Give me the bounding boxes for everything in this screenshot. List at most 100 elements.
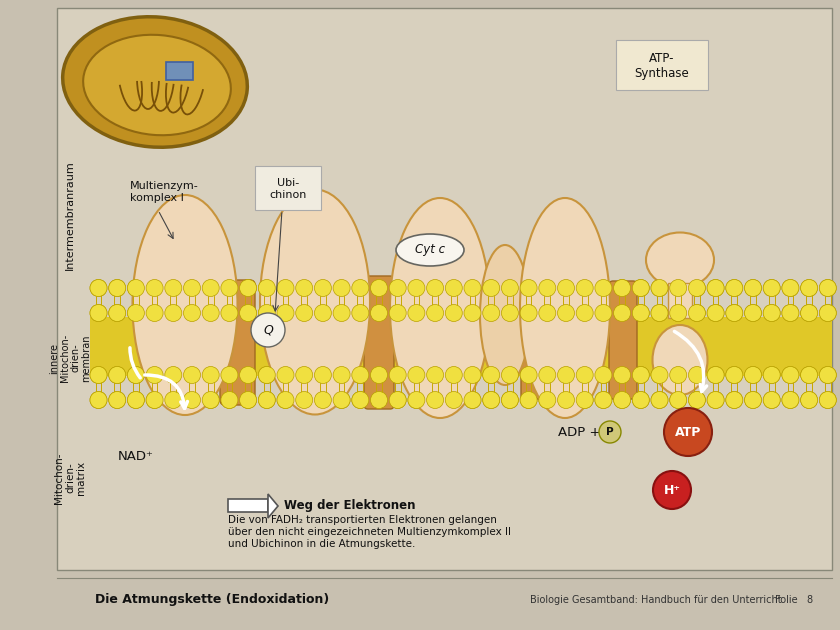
Circle shape [352,367,369,384]
Circle shape [146,367,163,384]
Circle shape [389,304,407,321]
Circle shape [296,367,312,384]
Text: Die von FADH₂ transportierten Elektronen gelangen: Die von FADH₂ transportierten Elektronen… [228,515,497,525]
Circle shape [726,280,743,297]
Circle shape [352,304,369,321]
Circle shape [576,391,593,408]
Circle shape [669,304,687,321]
Circle shape [689,391,706,408]
Circle shape [669,367,687,384]
Circle shape [538,280,556,297]
Circle shape [576,280,593,297]
Circle shape [90,391,107,408]
Circle shape [520,304,537,321]
Circle shape [445,367,462,384]
Circle shape [296,304,312,321]
Circle shape [819,280,837,297]
FancyBboxPatch shape [609,281,637,399]
Circle shape [651,391,668,408]
Circle shape [669,280,687,297]
Circle shape [389,391,407,408]
Circle shape [445,304,462,321]
Circle shape [669,391,687,408]
Circle shape [352,304,369,321]
Circle shape [296,391,312,408]
Circle shape [782,304,799,321]
Circle shape [128,304,144,321]
Circle shape [333,304,350,321]
Circle shape [576,304,593,321]
Circle shape [520,391,537,408]
Circle shape [108,367,126,384]
Circle shape [633,280,649,297]
Circle shape [651,304,668,321]
Text: Q: Q [263,323,273,336]
Circle shape [183,367,201,384]
Text: Die Atmungskette (Endoxidation): Die Atmungskette (Endoxidation) [95,593,329,607]
Circle shape [296,280,312,297]
Circle shape [239,280,256,297]
Circle shape [90,391,107,408]
Circle shape [389,367,407,384]
Circle shape [165,280,181,297]
Circle shape [296,391,312,408]
Circle shape [202,304,219,321]
Text: Folie   8: Folie 8 [775,595,813,605]
Circle shape [664,408,712,456]
Circle shape [764,280,780,297]
Circle shape [314,367,332,384]
Circle shape [165,367,181,384]
Circle shape [221,367,238,384]
Circle shape [520,280,537,297]
Circle shape [296,304,312,321]
Circle shape [464,391,481,408]
Circle shape [333,367,350,384]
Circle shape [90,280,107,297]
Circle shape [108,304,126,321]
Circle shape [538,280,556,297]
Circle shape [108,391,126,408]
Circle shape [146,391,163,408]
FancyArrowPatch shape [130,348,140,378]
Circle shape [202,367,219,384]
Circle shape [819,304,837,321]
Circle shape [90,304,107,321]
Circle shape [389,304,407,321]
Circle shape [90,367,107,384]
Circle shape [221,391,238,408]
Circle shape [183,367,201,384]
Circle shape [707,367,724,384]
FancyBboxPatch shape [616,40,708,90]
Circle shape [464,391,481,408]
Text: innere
Mitochon-
drien-
membran: innere Mitochon- drien- membran [49,334,92,382]
Circle shape [689,280,706,297]
Circle shape [689,367,706,384]
Circle shape [464,280,481,297]
Circle shape [613,304,631,321]
Circle shape [595,367,612,384]
Circle shape [707,304,724,321]
Circle shape [427,280,444,297]
Circle shape [819,304,837,321]
Circle shape [558,304,575,321]
Ellipse shape [396,234,464,266]
Circle shape [183,391,201,408]
Ellipse shape [646,232,714,287]
Circle shape [202,280,219,297]
Circle shape [595,391,612,408]
Circle shape [633,391,649,408]
Circle shape [501,304,518,321]
Circle shape [633,304,649,321]
Circle shape [520,304,537,321]
Circle shape [744,304,762,321]
Circle shape [408,367,425,384]
Circle shape [389,280,407,297]
Circle shape [251,313,285,347]
Circle shape [259,367,276,384]
Circle shape [764,391,780,408]
Text: über den nicht eingezeichneten Multienzymkomplex II: über den nicht eingezeichneten Multienzy… [228,527,511,537]
FancyBboxPatch shape [255,166,321,210]
Circle shape [782,280,799,297]
Circle shape [782,367,799,384]
Circle shape [239,280,256,297]
